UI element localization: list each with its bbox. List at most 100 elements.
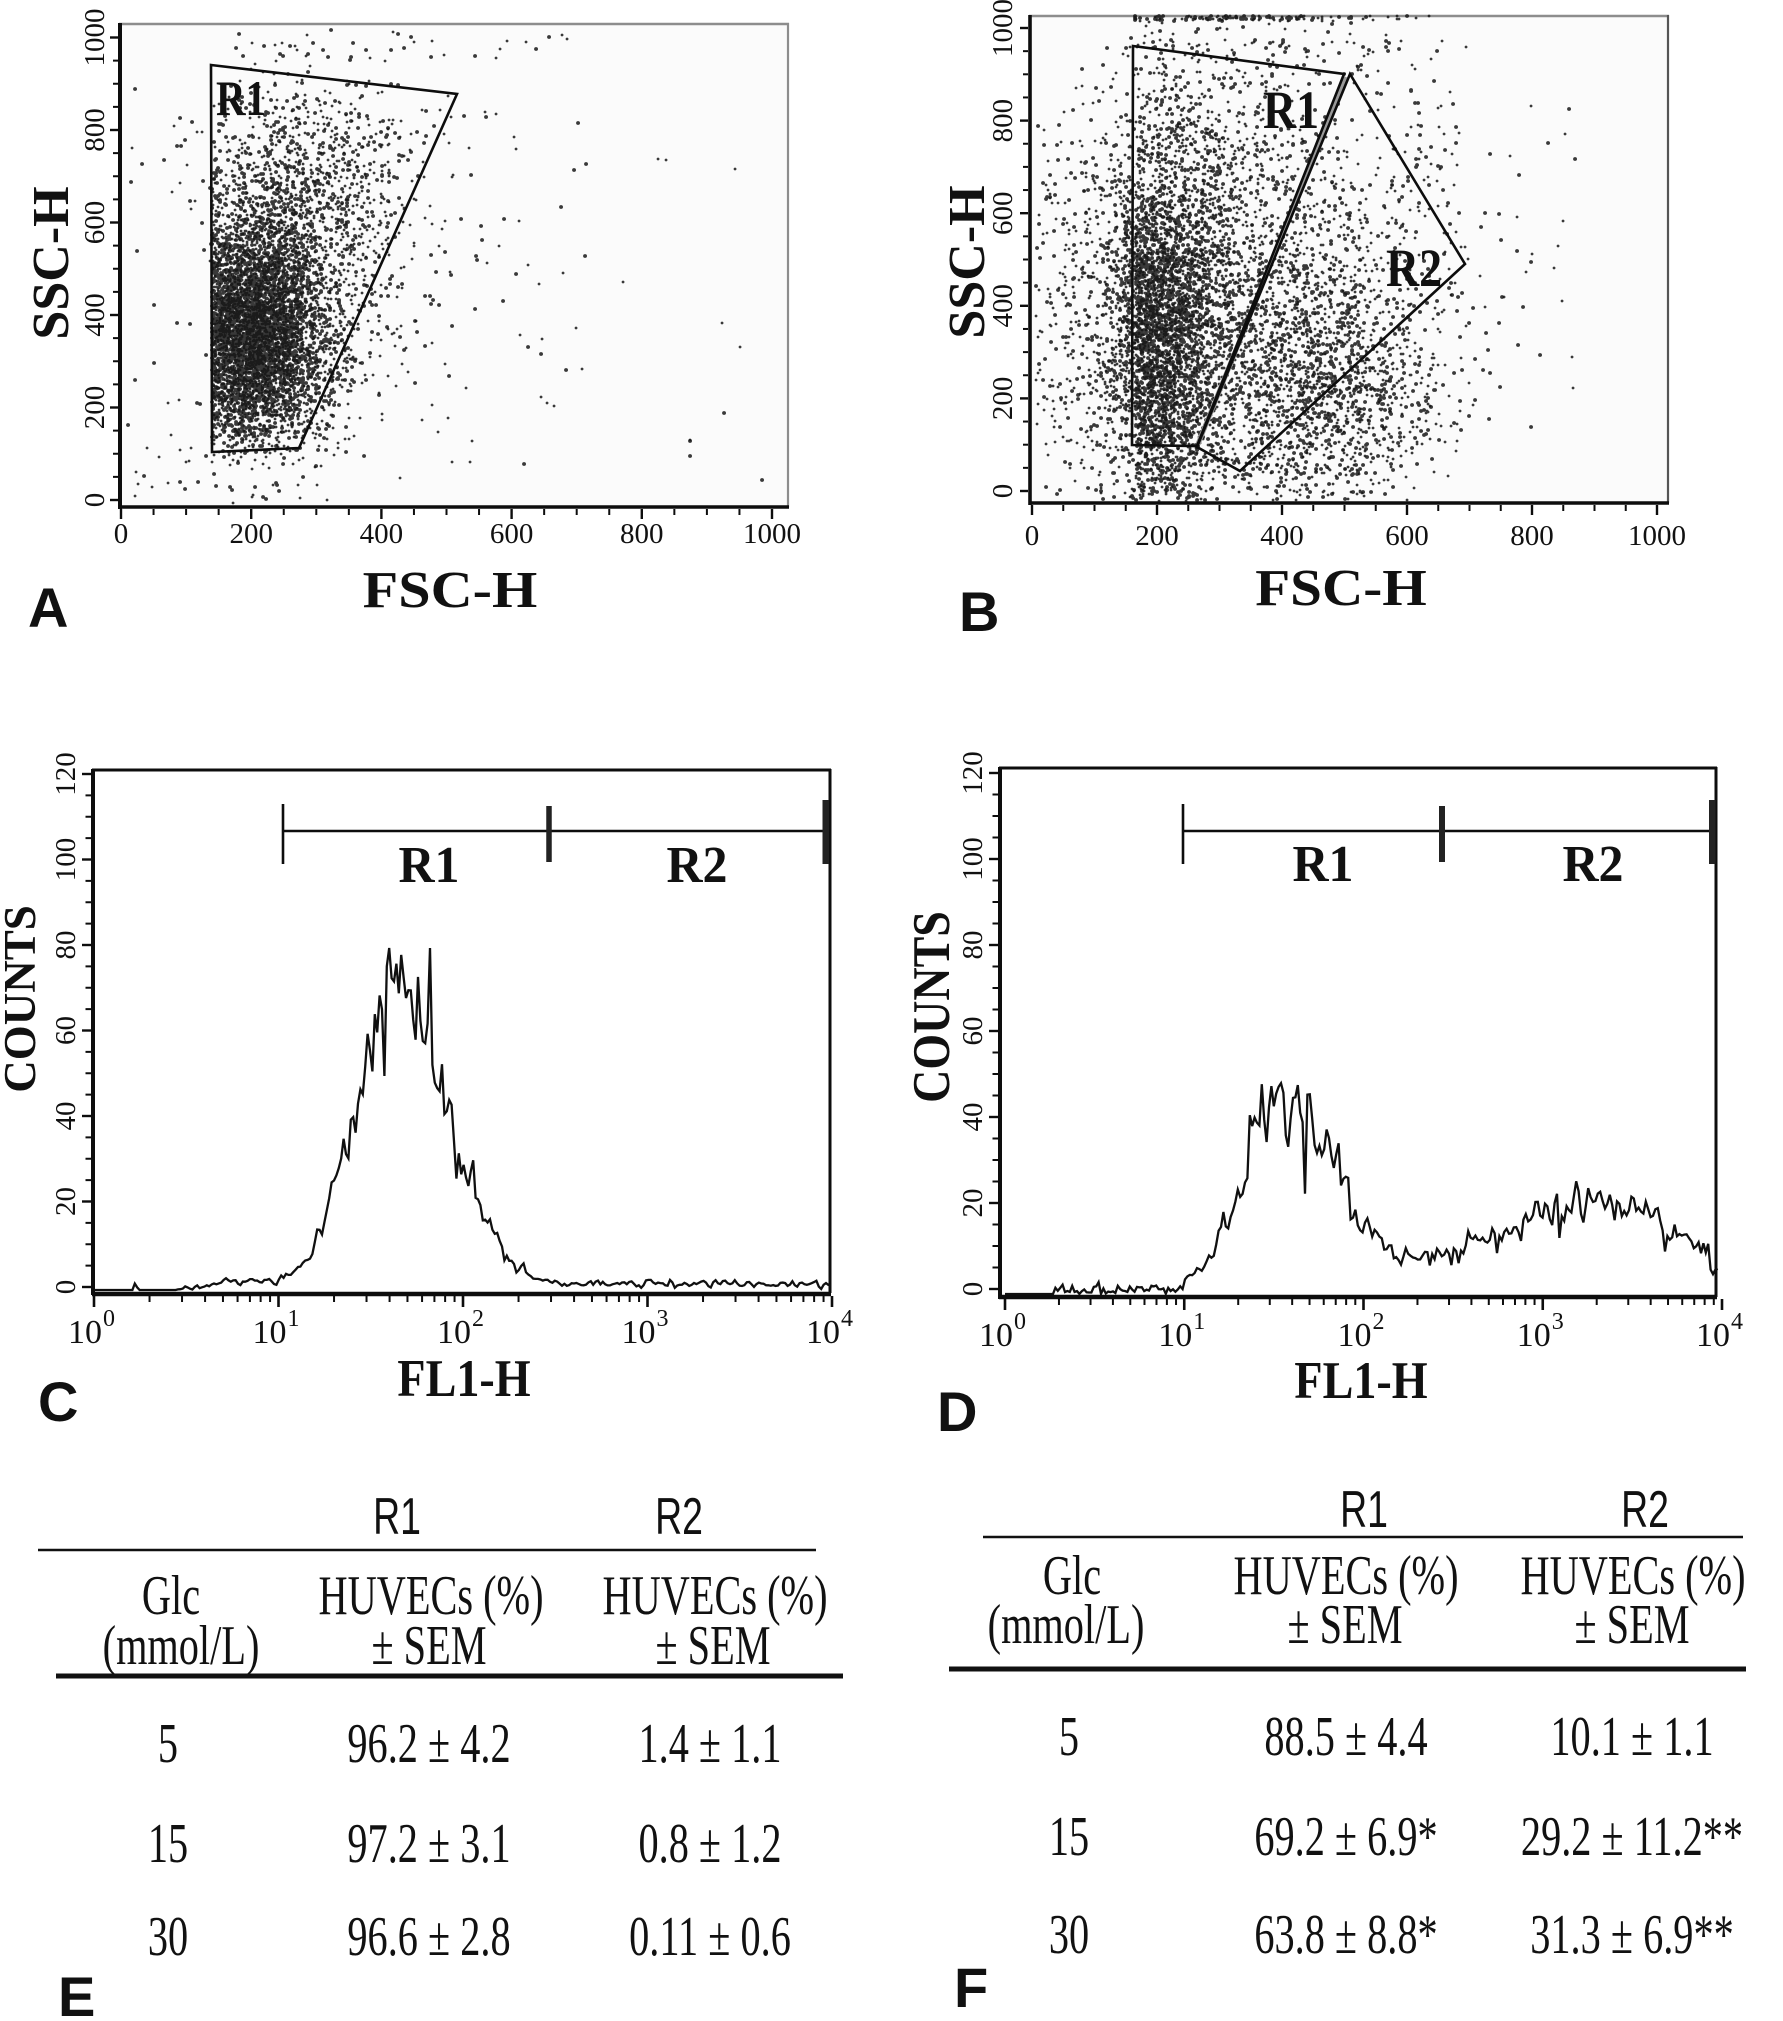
svg-text:HUVECs (%): HUVECs (%) xyxy=(602,1565,827,1627)
svg-text:3: 3 xyxy=(657,1306,669,1332)
svg-text:10.1 ± 1.1: 10.1 ± 1.1 xyxy=(1550,1706,1713,1768)
svg-text:0: 0 xyxy=(957,1282,989,1297)
svg-text:10: 10 xyxy=(806,1314,840,1351)
svg-text:5: 5 xyxy=(1059,1706,1079,1768)
svg-text:FSC-H: FSC-H xyxy=(1255,558,1427,616)
svg-text:1000: 1000 xyxy=(987,0,1019,57)
svg-text:20: 20 xyxy=(50,1187,82,1216)
svg-text:1: 1 xyxy=(1193,1309,1205,1335)
svg-text:600: 600 xyxy=(987,191,1019,235)
svg-text:88.5 ± 4.4: 88.5 ± 4.4 xyxy=(1264,1706,1427,1768)
svg-text:± SEM: ± SEM xyxy=(1287,1594,1402,1656)
svg-text:10: 10 xyxy=(437,1314,471,1351)
svg-text:0: 0 xyxy=(50,1280,82,1295)
svg-text:R2: R2 xyxy=(655,1487,703,1546)
svg-text:R1: R1 xyxy=(216,70,266,126)
svg-text:0: 0 xyxy=(103,1306,115,1332)
svg-text:600: 600 xyxy=(490,518,534,550)
svg-text:800: 800 xyxy=(79,108,111,152)
svg-text:69.2 ± 6.9*: 69.2 ± 6.9* xyxy=(1254,1806,1437,1868)
svg-text:80: 80 xyxy=(957,931,989,960)
svg-text:10: 10 xyxy=(1338,1317,1372,1354)
svg-text:SSC-H: SSC-H xyxy=(23,186,80,339)
svg-text:R1: R1 xyxy=(1263,80,1319,140)
svg-text:3: 3 xyxy=(1552,1309,1564,1335)
svg-text:200: 200 xyxy=(229,518,273,550)
svg-text:800: 800 xyxy=(987,99,1019,143)
svg-text:HUVECs (%): HUVECs (%) xyxy=(318,1565,543,1627)
svg-text:800: 800 xyxy=(1510,520,1554,552)
svg-text:10: 10 xyxy=(1696,1317,1730,1354)
svg-text:10: 10 xyxy=(1517,1317,1551,1354)
svg-text:Glc: Glc xyxy=(142,1565,200,1627)
svg-text:R2: R2 xyxy=(1562,836,1623,893)
svg-text:30: 30 xyxy=(148,1906,188,1968)
svg-text:1000: 1000 xyxy=(1628,520,1686,552)
svg-text:40: 40 xyxy=(957,1103,989,1132)
svg-text:60: 60 xyxy=(50,1016,82,1045)
svg-text:30: 30 xyxy=(1049,1904,1089,1966)
svg-text:A: A xyxy=(28,576,68,639)
svg-text:HUVECs (%): HUVECs (%) xyxy=(1233,1545,1458,1607)
svg-text:10: 10 xyxy=(253,1314,287,1351)
svg-text:10: 10 xyxy=(68,1314,102,1351)
svg-text:0: 0 xyxy=(79,493,111,508)
svg-text:FL1-H: FL1-H xyxy=(1294,1351,1427,1410)
svg-text:± SEM: ± SEM xyxy=(655,1615,770,1677)
svg-text:FSC-H: FSC-H xyxy=(363,561,538,618)
svg-text:60: 60 xyxy=(957,1017,989,1046)
svg-text:10: 10 xyxy=(622,1314,656,1351)
svg-text:15: 15 xyxy=(1049,1806,1089,1868)
svg-text:10: 10 xyxy=(1158,1317,1192,1354)
svg-text:Glc: Glc xyxy=(1043,1545,1101,1607)
svg-text:400: 400 xyxy=(1260,520,1304,552)
svg-text:97.2 ± 3.1: 97.2 ± 3.1 xyxy=(347,1813,510,1875)
svg-text:400: 400 xyxy=(79,293,111,337)
svg-text:5: 5 xyxy=(158,1713,178,1775)
svg-text:1.4 ± 1.1: 1.4 ± 1.1 xyxy=(638,1713,781,1775)
svg-text:B: B xyxy=(959,580,999,643)
svg-text:F: F xyxy=(954,1956,988,2019)
svg-text:R2: R2 xyxy=(1386,238,1442,298)
svg-text:0: 0 xyxy=(987,484,1019,499)
svg-text:0.8 ± 1.2: 0.8 ± 1.2 xyxy=(638,1813,781,1875)
svg-text:R1: R1 xyxy=(1340,1480,1388,1539)
svg-text:800: 800 xyxy=(620,518,664,550)
svg-text:E: E xyxy=(58,1965,95,2021)
svg-text:1000: 1000 xyxy=(79,9,111,67)
svg-text:63.8 ± 8.8*: 63.8 ± 8.8* xyxy=(1254,1904,1437,1966)
svg-text:120: 120 xyxy=(957,751,989,795)
svg-text:R1: R1 xyxy=(373,1487,421,1546)
svg-text:600: 600 xyxy=(79,201,111,245)
svg-text:C: C xyxy=(38,1370,78,1433)
svg-text:20: 20 xyxy=(957,1189,989,1218)
svg-text:400: 400 xyxy=(360,518,404,550)
svg-text:2: 2 xyxy=(472,1306,484,1332)
svg-text:15: 15 xyxy=(148,1813,188,1875)
svg-text:4: 4 xyxy=(1731,1309,1743,1335)
svg-text:96.6 ± 2.8: 96.6 ± 2.8 xyxy=(347,1906,510,1968)
svg-text:1000: 1000 xyxy=(743,518,801,550)
svg-text:80: 80 xyxy=(50,931,82,960)
svg-text:2: 2 xyxy=(1373,1309,1385,1335)
svg-text:R1: R1 xyxy=(398,837,459,894)
svg-text:0: 0 xyxy=(114,518,129,550)
svg-text:0: 0 xyxy=(1025,520,1040,552)
svg-text:4: 4 xyxy=(841,1306,853,1332)
svg-text:100: 100 xyxy=(957,837,989,881)
svg-text:0.11 ± 0.6: 0.11 ± 0.6 xyxy=(629,1906,791,1968)
svg-text:200: 200 xyxy=(1135,520,1179,552)
svg-text:COUNTS: COUNTS xyxy=(902,911,961,1103)
svg-text:(mmol/L): (mmol/L) xyxy=(988,1594,1145,1656)
svg-text:96.2 ± 4.2: 96.2 ± 4.2 xyxy=(347,1713,510,1775)
svg-text:R2: R2 xyxy=(666,837,727,894)
svg-text:31.3 ± 6.9**: 31.3 ± 6.9** xyxy=(1530,1904,1734,1966)
svg-text:± SEM: ± SEM xyxy=(1574,1594,1689,1656)
svg-text:(mmol/L): (mmol/L) xyxy=(103,1615,260,1677)
svg-text:D: D xyxy=(937,1380,977,1443)
svg-text:HUVECs (%): HUVECs (%) xyxy=(1520,1545,1745,1607)
svg-text:1: 1 xyxy=(288,1306,300,1332)
svg-text:R1: R1 xyxy=(1292,836,1353,893)
svg-text:200: 200 xyxy=(79,386,111,430)
svg-text:0: 0 xyxy=(1014,1309,1026,1335)
